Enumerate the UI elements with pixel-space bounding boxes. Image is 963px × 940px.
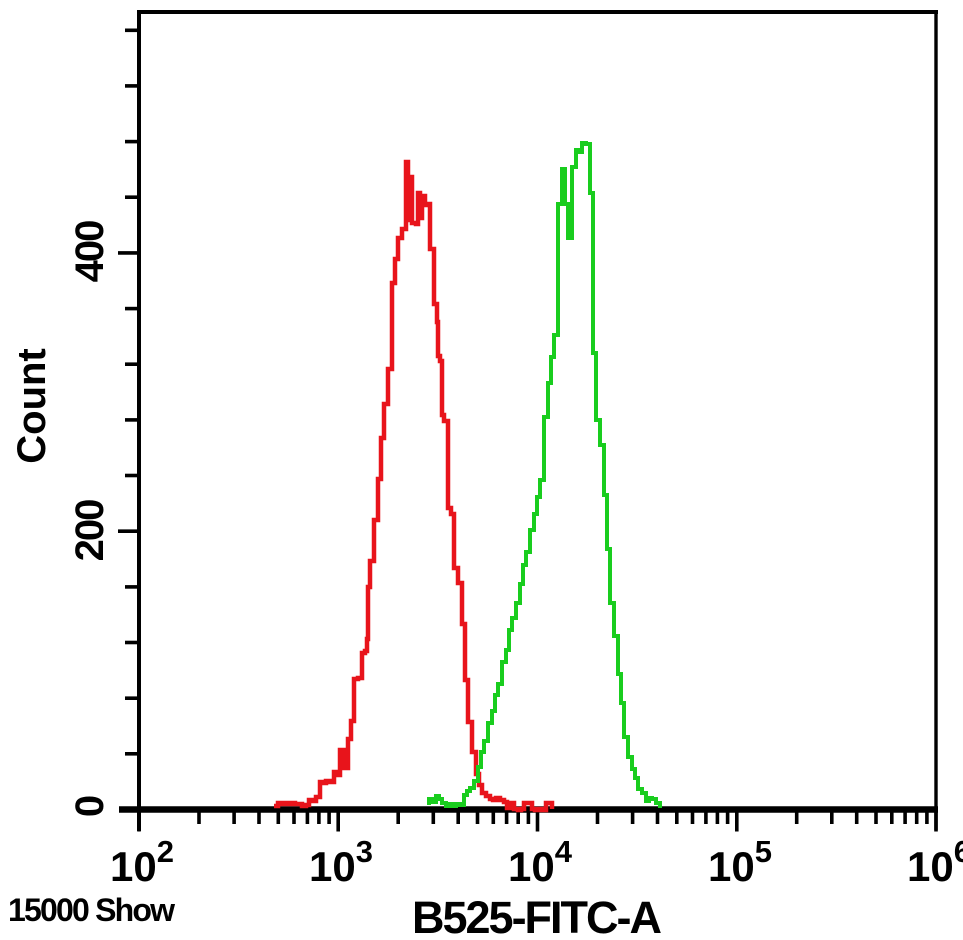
svg-text:103: 103: [309, 834, 373, 890]
svg-text:Count: Count: [10, 348, 54, 464]
svg-text:0: 0: [68, 796, 112, 817]
svg-text:B525-FITC-A: B525-FITC-A: [412, 892, 662, 940]
svg-text:106: 106: [907, 834, 963, 890]
svg-text:400: 400: [68, 221, 112, 282]
svg-text:15000 Show: 15000 Show: [8, 892, 175, 928]
svg-text:200: 200: [68, 500, 112, 561]
svg-text:104: 104: [508, 834, 573, 890]
